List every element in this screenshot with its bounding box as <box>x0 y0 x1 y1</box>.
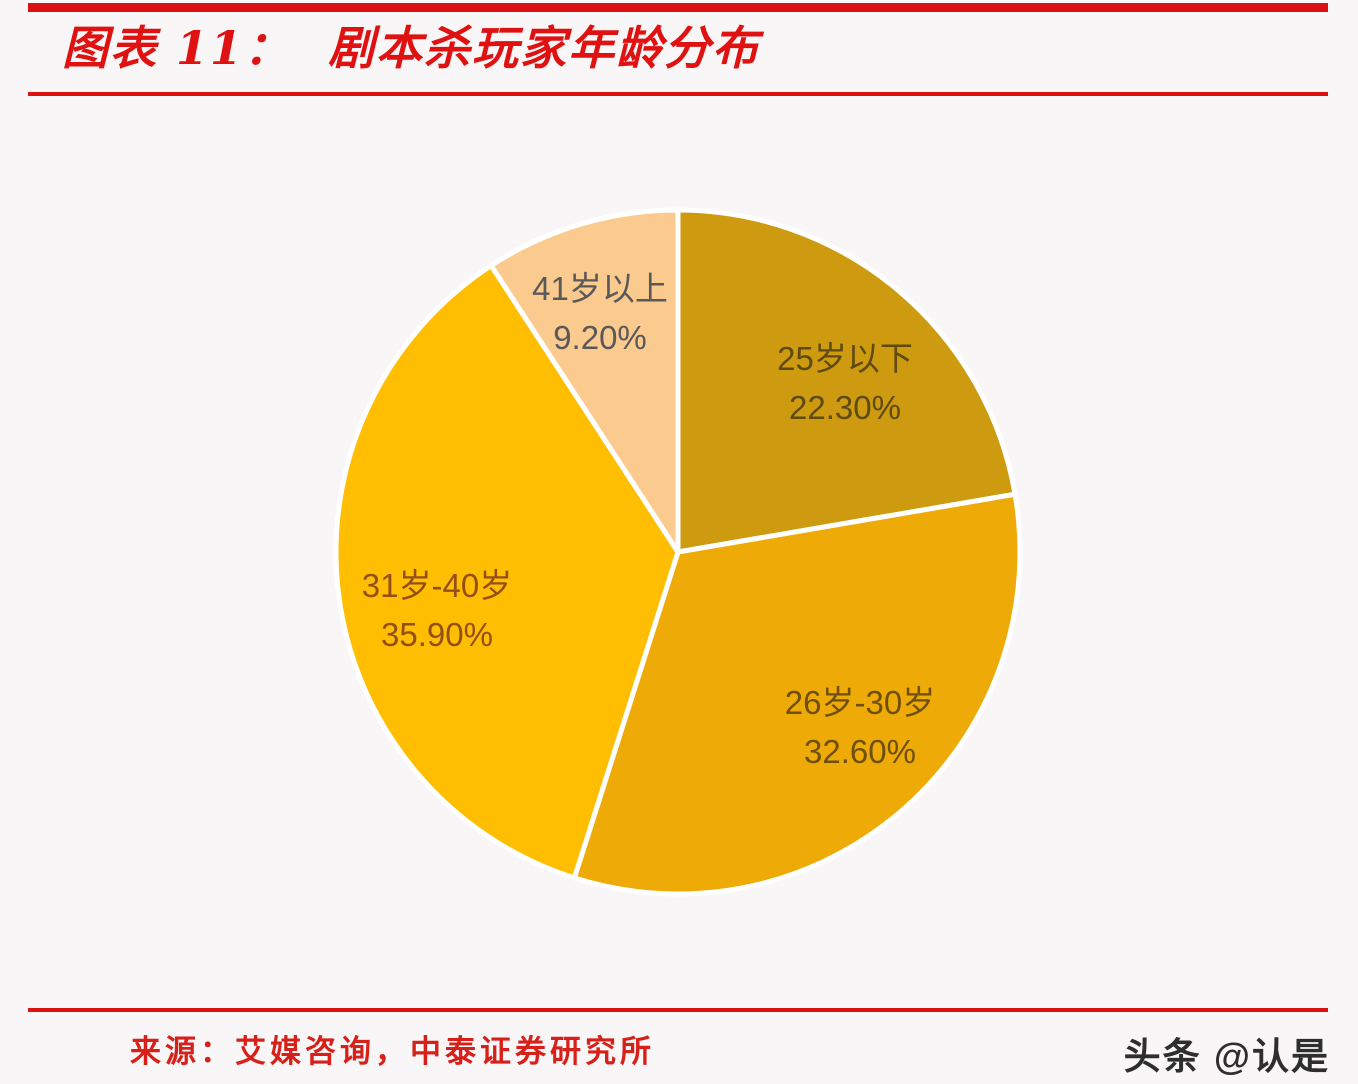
pie-slice-1 <box>571 491 1023 897</box>
top-divider-bar <box>28 3 1328 12</box>
slice-percentage: 32.60% <box>804 733 916 770</box>
slice-category: 25岁以下 <box>777 340 913 377</box>
slice-label-over-41: 41岁以上 9.20% <box>532 264 668 362</box>
slice-category: 26岁-30岁 <box>784 684 936 721</box>
slice-percentage: 35.90% <box>381 616 493 653</box>
watermark: 头条 @认是 <box>1123 1036 1330 1077</box>
footer-divider-line <box>28 1008 1328 1012</box>
slice-category: 41岁以上 <box>532 270 668 307</box>
pie-slice-0 <box>675 207 1018 555</box>
pie-slice-3 <box>488 207 681 555</box>
pie-chart <box>333 207 1023 897</box>
slice-label-under-25: 25岁以下 22.30% <box>777 334 913 432</box>
slice-label-26-30: 26岁-30岁 32.60% <box>785 678 935 776</box>
source-note: 来源：艾媒咨询，中泰证券研究所 <box>130 1034 655 1070</box>
slice-percentage: 22.30% <box>789 389 901 426</box>
slice-label-31-40: 31岁-40岁 35.90% <box>362 561 512 659</box>
pie-chart-area <box>328 202 1028 902</box>
page-title: 图表 11： 剧本杀玩家年龄分布 <box>62 21 761 75</box>
title-underline <box>28 92 1328 96</box>
slice-category: 31岁-40岁 <box>361 567 513 604</box>
slice-percentage: 9.20% <box>553 319 647 356</box>
pie-slice-2 <box>333 263 681 881</box>
